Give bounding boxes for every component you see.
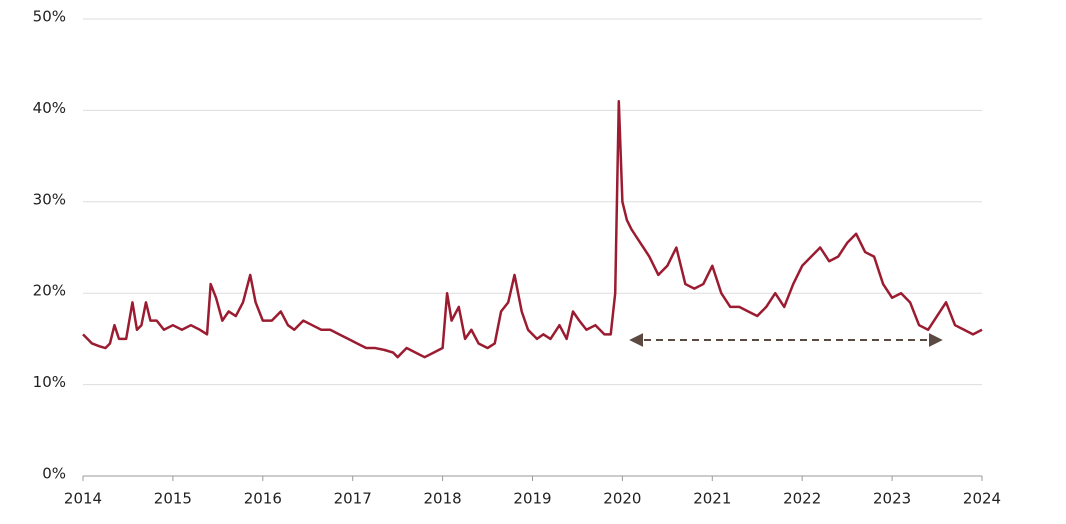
y-tick-label: 40%: [33, 99, 66, 117]
x-tick-label: 2023: [873, 490, 911, 508]
y-tick-label: 50%: [33, 8, 66, 26]
x-tick-label: 2015: [154, 490, 192, 508]
data-line: [82, 100, 983, 359]
x-tick-label: 2014: [64, 490, 102, 508]
y-tick-label: 10%: [33, 373, 66, 391]
x-tick-label: 2017: [334, 490, 372, 508]
x-tick-label: 2024: [963, 490, 1001, 508]
x-tick-label: 2020: [603, 490, 641, 508]
x-tick-label: 2019: [513, 490, 551, 508]
x-tick-label: 2016: [244, 490, 282, 508]
x-tick-label: 2022: [783, 490, 821, 508]
y-tick-label: 0%: [42, 465, 66, 483]
y-tick-label: 30%: [33, 190, 66, 208]
x-tick-label: 2018: [424, 490, 462, 508]
x-tick-label: 2021: [693, 490, 731, 508]
y-tick-label: 20%: [33, 282, 66, 300]
